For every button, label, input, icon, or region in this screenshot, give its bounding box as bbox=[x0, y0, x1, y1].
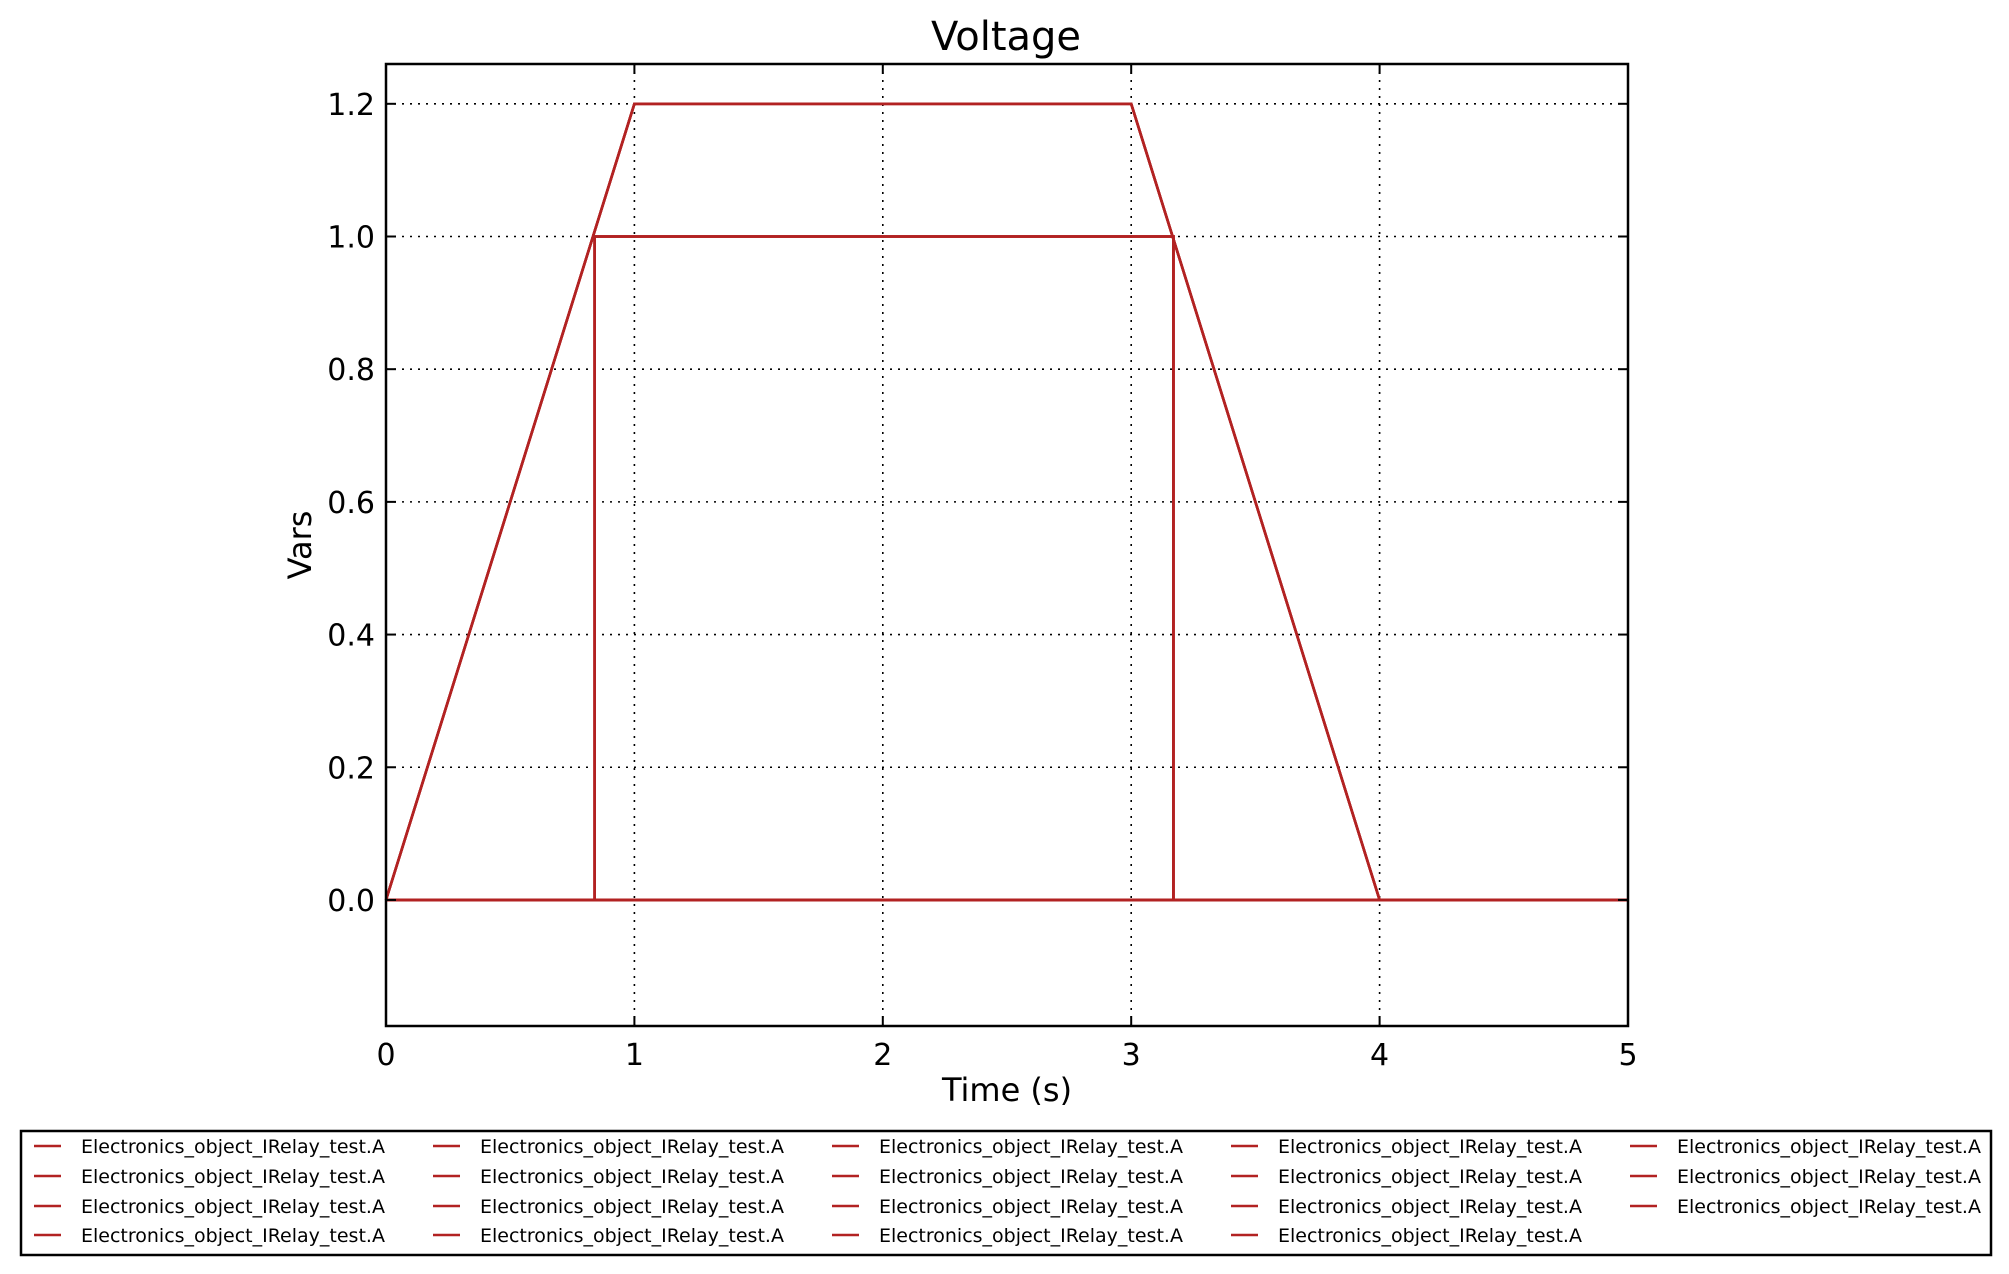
legend-label: Electronics_object_IRelay_test.A bbox=[81, 1166, 385, 1188]
legend-label: Electronics_object_IRelay_test.A bbox=[1677, 1166, 1981, 1188]
legend-label: Electronics_object_IRelay_test.A bbox=[1278, 1196, 1582, 1218]
legend-label: Electronics_object_IRelay_test.A bbox=[879, 1196, 1183, 1218]
x-tick-label: 3 bbox=[1122, 1038, 1141, 1073]
legend-label: Electronics_object_IRelay_test.A bbox=[81, 1196, 385, 1218]
plot-series bbox=[384, 102, 1628, 902]
legend-label: Electronics_object_IRelay_test.A bbox=[879, 1166, 1183, 1188]
y-tick-label: 0.2 bbox=[327, 751, 375, 786]
y-tick-label: 0.8 bbox=[327, 353, 375, 388]
plot-frame bbox=[384, 62, 1630, 1028]
x-tick-label: 2 bbox=[873, 1038, 892, 1073]
legend-label: Electronics_object_IRelay_test.A bbox=[81, 1225, 385, 1247]
x-tick-label: 5 bbox=[1618, 1038, 1637, 1073]
legend-label: Electronics_object_IRelay_test.A bbox=[81, 1136, 385, 1158]
legend-label: Electronics_object_IRelay_test.A bbox=[879, 1136, 1183, 1158]
legend-label: Electronics_object_IRelay_test.A bbox=[1278, 1136, 1582, 1158]
y-tick-label: 0.4 bbox=[327, 619, 375, 654]
legend-label: Electronics_object_IRelay_test.A bbox=[480, 1225, 784, 1247]
chart-title: Voltage bbox=[931, 14, 1081, 60]
legend-label: Electronics_object_IRelay_test.A bbox=[480, 1166, 784, 1188]
x-tick-label: 1 bbox=[625, 1038, 644, 1073]
x-axis-label: Time (s) bbox=[941, 1071, 1072, 1109]
x-tick-label: 0 bbox=[376, 1038, 395, 1073]
y-tick-label: 1.0 bbox=[327, 220, 375, 255]
y-axis-label: Vars bbox=[281, 511, 319, 580]
legend-label: Electronics_object_IRelay_test.A bbox=[1278, 1166, 1582, 1188]
legend: Electronics_object_IRelay_test.A Electron… bbox=[34, 1136, 1981, 1247]
legend-label: Electronics_object_IRelay_test.A bbox=[1278, 1225, 1582, 1247]
legend-box bbox=[19, 1129, 1993, 1257]
axis-ticks: 0 1 2 3 4 5 0.0 0.2 0.4 0.6 0.8 1.0 1.2 bbox=[327, 64, 1638, 1073]
legend-label: Electronics_object_IRelay_test.A bbox=[480, 1196, 784, 1218]
y-tick-label: 0.0 bbox=[327, 884, 375, 919]
legend-label: Electronics_object_IRelay_test.A bbox=[879, 1225, 1183, 1247]
y-tick-label: 0.6 bbox=[327, 486, 375, 521]
legend-label: Electronics_object_IRelay_test.A bbox=[1677, 1136, 1981, 1158]
y-tick-label: 1.2 bbox=[327, 88, 375, 123]
x-tick-label: 4 bbox=[1370, 1038, 1389, 1073]
legend-label: Electronics_object_IRelay_test.A bbox=[480, 1136, 784, 1158]
legend-label: Electronics_object_IRelay_test.A bbox=[1677, 1196, 1981, 1218]
